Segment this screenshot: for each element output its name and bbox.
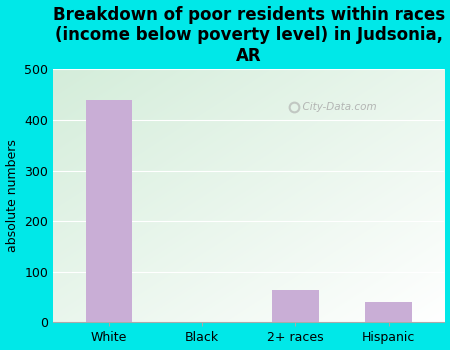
Title: Breakdown of poor residents within races
(income below poverty level) in Judsoni: Breakdown of poor residents within races… (53, 6, 445, 65)
Text: City-Data.com: City-Data.com (296, 103, 376, 112)
Y-axis label: absolute numbers: absolute numbers (5, 140, 18, 252)
Bar (272, 289, 319, 322)
Bar (365, 302, 412, 322)
Bar (86, 100, 132, 322)
